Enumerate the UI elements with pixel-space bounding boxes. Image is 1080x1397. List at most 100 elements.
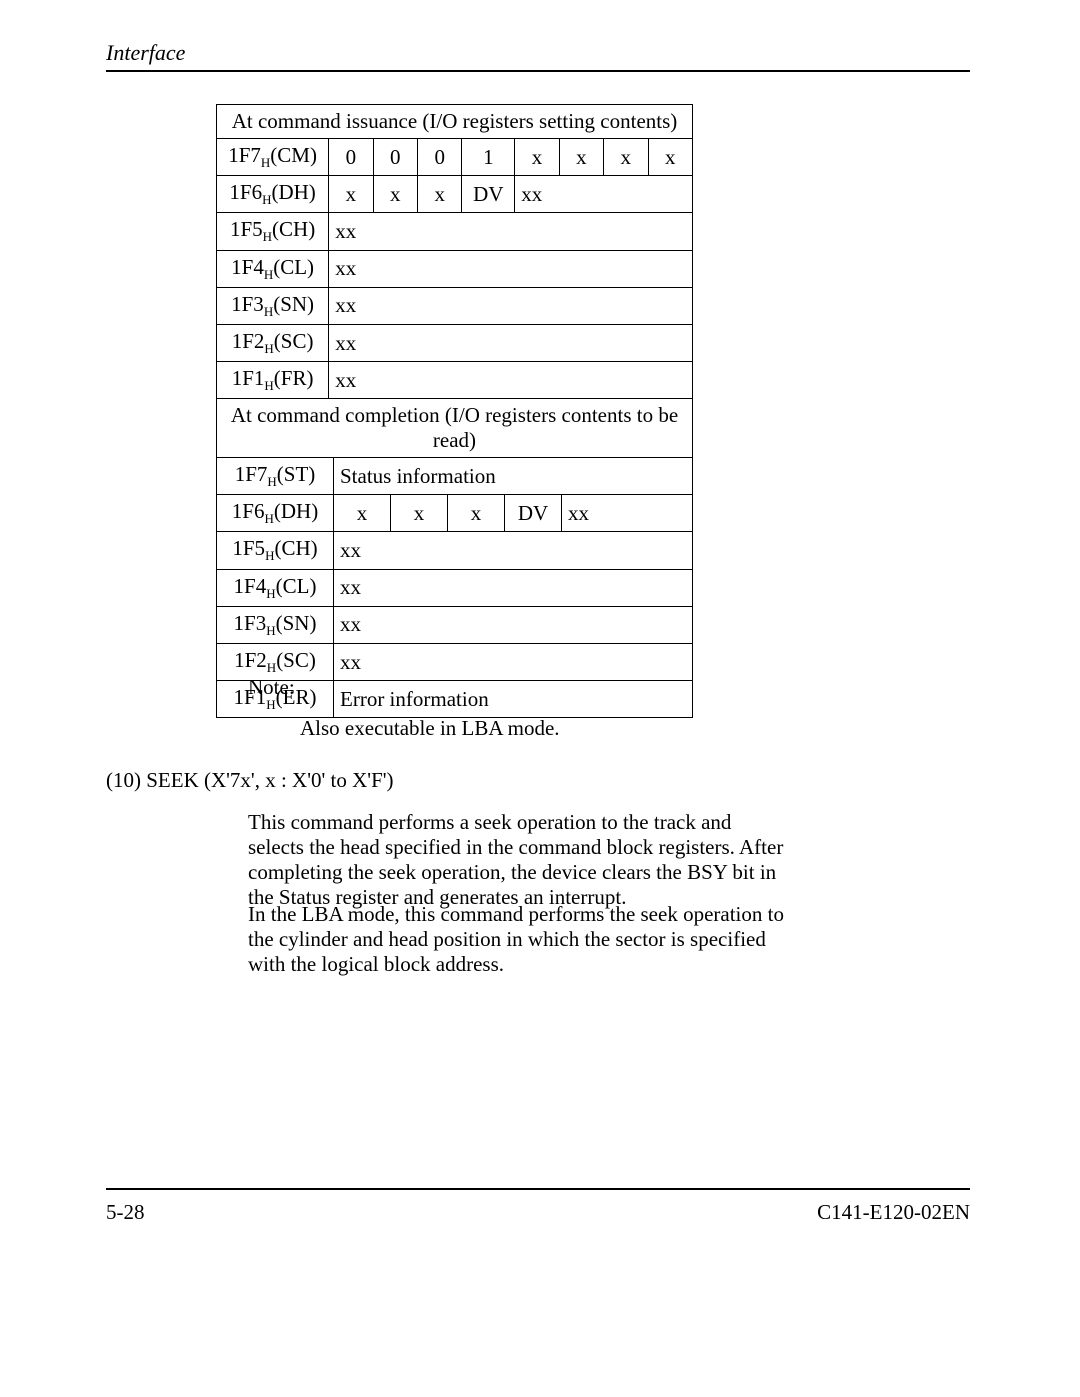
table-row: 1F7H(ST) Status information bbox=[217, 458, 693, 495]
table-row: 1F6H(DH) x x x DV xx bbox=[217, 176, 693, 213]
footer-rule bbox=[106, 1188, 970, 1190]
reg-sub: H bbox=[267, 660, 276, 675]
cell: x bbox=[604, 139, 648, 176]
header-rule bbox=[106, 70, 970, 72]
table-row: 1F7H(CM) 0 0 0 1 x x x x bbox=[217, 139, 693, 176]
reg-addr: 1F3 bbox=[234, 611, 267, 635]
note-body: Also executable in LBA mode. bbox=[300, 716, 560, 741]
section-heading: (10) SEEK (X'7x', x : X'0' to X'F') bbox=[106, 768, 394, 793]
cell: 0 bbox=[418, 139, 462, 176]
cell: xx bbox=[329, 250, 693, 287]
reg-addr: 1F2 bbox=[232, 329, 265, 353]
reg-sub: H bbox=[264, 378, 273, 393]
cell: xx bbox=[562, 495, 693, 532]
register-cell: 1F6H(DH) bbox=[217, 176, 329, 213]
register-cell: 1F2H(SC) bbox=[217, 324, 329, 361]
cell: Error information bbox=[334, 681, 693, 718]
cell: xx bbox=[334, 532, 693, 569]
reg-addr: 1F4 bbox=[231, 255, 264, 279]
reg-sub: H bbox=[264, 341, 273, 356]
body-paragraph: In the LBA mode, this command performs t… bbox=[248, 902, 794, 977]
reg-addr: 1F4 bbox=[234, 574, 267, 598]
table-row: 1F5H(CH) xx bbox=[217, 213, 693, 250]
cell: x bbox=[648, 139, 693, 176]
register-cell: 1F6H(DH) bbox=[217, 495, 334, 532]
cell: xx bbox=[334, 569, 693, 606]
reg-sub: H bbox=[266, 586, 275, 601]
body-paragraph: This command performs a seek operation t… bbox=[248, 810, 788, 910]
page-header-title: Interface bbox=[106, 40, 185, 66]
reg-addr: 1F5 bbox=[230, 217, 263, 241]
cell: xx bbox=[329, 362, 693, 399]
cell: xx bbox=[329, 324, 693, 361]
table-row: 1F2H(SC) xx bbox=[217, 324, 693, 361]
reg-sub: H bbox=[264, 267, 273, 282]
reg-sub: H bbox=[266, 623, 275, 638]
cell: x bbox=[329, 176, 373, 213]
cell: x bbox=[515, 139, 559, 176]
reg-suffix: (CL) bbox=[276, 574, 317, 598]
cell: x bbox=[373, 176, 417, 213]
table-row: 1F6H(DH) x x x DV xx bbox=[217, 495, 693, 532]
reg-suffix: (SN) bbox=[276, 611, 317, 635]
reg-addr: 1F2 bbox=[234, 648, 267, 672]
reg-suffix: (SC) bbox=[274, 329, 314, 353]
register-cell: 1F5H(CH) bbox=[217, 213, 329, 250]
cell: x bbox=[391, 495, 448, 532]
io-register-table-issuance: At command issuance (I/O registers setti… bbox=[216, 104, 693, 399]
register-cell: 1F4H(CL) bbox=[217, 250, 329, 287]
table-row: 1F3H(SN) xx bbox=[217, 606, 693, 643]
cell: 0 bbox=[373, 139, 417, 176]
reg-addr: 1F7 bbox=[228, 143, 261, 167]
reg-suffix: (SN) bbox=[273, 292, 314, 316]
cell: 1 bbox=[462, 139, 515, 176]
reg-suffix: (SC) bbox=[276, 648, 316, 672]
cell: xx bbox=[329, 287, 693, 324]
table-row: 1F3H(SN) xx bbox=[217, 287, 693, 324]
cell: xx bbox=[515, 176, 693, 213]
cell: Status information bbox=[334, 458, 693, 495]
document-id: C141-E120-02EN bbox=[817, 1200, 970, 1225]
reg-sub: H bbox=[264, 304, 273, 319]
cell: xx bbox=[329, 213, 693, 250]
reg-sub: H bbox=[263, 230, 272, 245]
note-label: Note: bbox=[248, 675, 295, 700]
reg-suffix: (FR) bbox=[274, 366, 314, 390]
register-cell: 1F3H(SN) bbox=[217, 606, 334, 643]
register-cell: 1F7H(ST) bbox=[217, 458, 334, 495]
register-cell: 1F4H(CL) bbox=[217, 569, 334, 606]
cell: xx bbox=[334, 606, 693, 643]
reg-suffix: (CM) bbox=[270, 143, 317, 167]
table-row: 1F5H(CH) xx bbox=[217, 532, 693, 569]
cell: DV bbox=[505, 495, 562, 532]
reg-suffix: (DH) bbox=[274, 499, 318, 523]
reg-addr: 1F5 bbox=[232, 536, 265, 560]
reg-addr: 1F1 bbox=[232, 366, 265, 390]
reg-suffix: (CH) bbox=[274, 536, 317, 560]
table-caption-row: At command issuance (I/O registers setti… bbox=[217, 105, 693, 139]
table-row: 1F1H(FR) xx bbox=[217, 362, 693, 399]
reg-addr: 1F3 bbox=[231, 292, 264, 316]
cell: xx bbox=[334, 643, 693, 680]
page-number: 5-28 bbox=[106, 1200, 145, 1225]
reg-suffix: (CL) bbox=[273, 255, 314, 279]
register-cell: 1F1H(FR) bbox=[217, 362, 329, 399]
cell: x bbox=[448, 495, 505, 532]
reg-suffix: (DH) bbox=[271, 180, 315, 204]
table-caption: At command completion (I/O registers con… bbox=[217, 399, 693, 458]
cell: x bbox=[334, 495, 391, 532]
io-register-table-completion: At command completion (I/O registers con… bbox=[216, 398, 693, 718]
cell: DV bbox=[462, 176, 515, 213]
reg-sub: H bbox=[267, 474, 276, 489]
reg-addr: 1F7 bbox=[235, 462, 268, 486]
reg-addr: 1F6 bbox=[232, 499, 265, 523]
register-cell: 1F7H(CM) bbox=[217, 139, 329, 176]
reg-suffix: (CH) bbox=[272, 217, 315, 241]
register-cell: 1F5H(CH) bbox=[217, 532, 334, 569]
register-cell: 1F3H(SN) bbox=[217, 287, 329, 324]
reg-addr: 1F6 bbox=[229, 180, 262, 204]
cell: 0 bbox=[329, 139, 373, 176]
table-caption: At command issuance (I/O registers setti… bbox=[217, 105, 693, 139]
table-row: 1F4H(CL) xx bbox=[217, 569, 693, 606]
reg-suffix: (ST) bbox=[277, 462, 316, 486]
